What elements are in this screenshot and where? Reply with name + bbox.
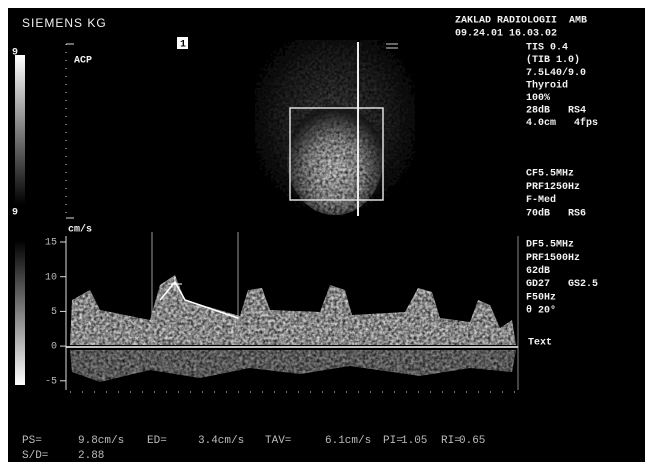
- measurement-label: PS=: [22, 435, 42, 447]
- velocity-tick-label: 10: [45, 272, 57, 283]
- doppler-line: DF5.5MHz: [526, 240, 574, 251]
- color-flow-line: F-Med: [526, 194, 556, 206]
- ultrasound-screen: SIEMENS KG ZAKLAD RADIOLOGII AMB 09.24.01 …: [0, 0, 653, 468]
- color-flow-line: 70dB RS6: [526, 208, 586, 220]
- grayscale-bar: [15, 55, 25, 205]
- brand: SIEMENS KG: [22, 16, 107, 30]
- doppler-line: GD27 GS2.5: [526, 279, 598, 290]
- measurement-value: 1.05: [401, 435, 427, 447]
- doppler-line: F50Hz: [526, 292, 556, 303]
- color-flow-line: PRF1250Hz: [526, 182, 580, 193]
- color-flow-region: [287, 105, 383, 215]
- text-label: Text: [528, 338, 552, 349]
- ratio-label: S/D=: [22, 450, 48, 462]
- ratio-value: 2.88: [78, 450, 104, 462]
- doppler-line: 62dB: [526, 265, 550, 277]
- measurement-label: RI=: [441, 435, 461, 447]
- measurement-value: 0.65: [459, 435, 485, 447]
- color-flow-line: CF5.5MHz: [526, 169, 574, 180]
- marker: 1: [180, 40, 186, 51]
- measurement-value: 9.8cm/s: [78, 435, 124, 447]
- measurement-label: ED=: [147, 435, 167, 447]
- doppler-line: PRF1500Hz: [526, 253, 580, 264]
- velocity-tick-label: -5: [45, 376, 57, 387]
- image-settings-line: 4.0cm 4fps: [526, 117, 598, 129]
- image-settings-line: (TIB 1.0): [526, 54, 580, 66]
- measurement-value: 6.1cm/s: [325, 435, 371, 447]
- institution: ZAKLAD RADIOLOGII AMB: [455, 16, 587, 27]
- grayscale-bar: [15, 240, 25, 385]
- image-settings-line: 7.5L40/9.0: [526, 67, 586, 79]
- measurement-label: PI=: [383, 435, 403, 447]
- region-label: ACP: [74, 56, 92, 67]
- image-settings-line: 100%: [526, 93, 550, 104]
- velocity-tick-label: 15: [45, 238, 57, 249]
- velocity-tick-label: 0: [51, 342, 57, 353]
- measurement-value: 3.4cm/s: [198, 435, 244, 447]
- velocity-unit: cm/s: [68, 224, 92, 236]
- scale-top: 9: [12, 48, 18, 59]
- image-settings-line: 28dB RS4: [526, 105, 586, 117]
- measurement-label: TAV=: [265, 435, 291, 447]
- doppler-line: θ 20°: [526, 305, 556, 317]
- image-settings-line: TIS 0.4: [526, 43, 568, 54]
- image-settings-line: Thyroid: [526, 79, 568, 91]
- scale-bottom: 9: [12, 208, 18, 219]
- datetime: 09.24.01 16.03.02: [455, 29, 557, 40]
- velocity-tick-label: 5: [51, 307, 57, 318]
